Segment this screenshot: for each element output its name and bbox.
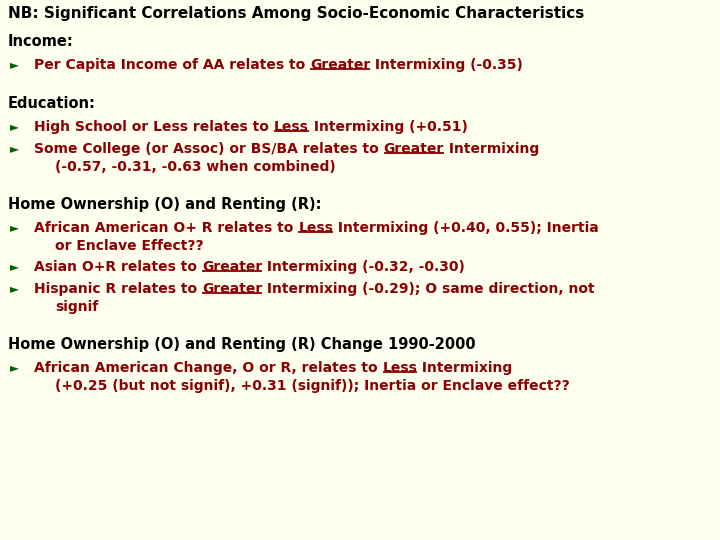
Text: ►: ► xyxy=(10,221,19,234)
Text: Greater: Greater xyxy=(310,58,370,72)
Text: African American O+ R relates to: African American O+ R relates to xyxy=(34,221,298,235)
Text: ►: ► xyxy=(10,260,19,273)
Text: Intermixing: Intermixing xyxy=(444,142,539,156)
Text: Intermixing (-0.32, -0.30): Intermixing (-0.32, -0.30) xyxy=(262,260,465,274)
Text: Greater: Greater xyxy=(202,282,262,296)
Text: or Enclave Effect??: or Enclave Effect?? xyxy=(55,239,204,253)
Text: (-0.57, -0.31, -0.63 when combined): (-0.57, -0.31, -0.63 when combined) xyxy=(55,160,336,174)
Text: African American Change, O or R, relates to: African American Change, O or R, relates… xyxy=(34,361,382,375)
Text: ►: ► xyxy=(10,120,19,133)
Text: Greater: Greater xyxy=(202,260,262,274)
Text: Asian O+R relates to: Asian O+R relates to xyxy=(34,260,202,274)
Text: NB: Significant Correlations Among Socio-Economic Characteristics: NB: Significant Correlations Among Socio… xyxy=(8,6,584,21)
Text: Home Ownership (O) and Renting (R) Change 1990-2000: Home Ownership (O) and Renting (R) Chang… xyxy=(8,337,476,352)
Text: Intermixing (-0.35): Intermixing (-0.35) xyxy=(370,58,523,72)
Text: Intermixing (+0.51): Intermixing (+0.51) xyxy=(309,120,467,134)
Text: Less: Less xyxy=(274,120,309,134)
Text: ►: ► xyxy=(10,58,19,71)
Text: Less: Less xyxy=(382,361,418,375)
Text: Hispanic R relates to: Hispanic R relates to xyxy=(34,282,202,296)
Text: Home Ownership (O) and Renting (R):: Home Ownership (O) and Renting (R): xyxy=(8,197,322,212)
Text: signif: signif xyxy=(55,300,98,314)
Text: Intermixing (-0.29); O same direction, not: Intermixing (-0.29); O same direction, n… xyxy=(262,282,595,296)
Text: Education:: Education: xyxy=(8,96,96,111)
Text: Per Capita Income of AA relates to: Per Capita Income of AA relates to xyxy=(34,58,310,72)
Text: ►: ► xyxy=(10,142,19,155)
Text: Income:: Income: xyxy=(8,34,73,49)
Text: Some College (or Assoc) or BS/BA relates to: Some College (or Assoc) or BS/BA relates… xyxy=(34,142,384,156)
Text: Greater: Greater xyxy=(384,142,444,156)
Text: Intermixing (+0.40, 0.55); Inertia: Intermixing (+0.40, 0.55); Inertia xyxy=(333,221,599,235)
Text: (+0.25 (but not signif), +0.31 (signif)); Inertia or Enclave effect??: (+0.25 (but not signif), +0.31 (signif))… xyxy=(55,379,570,393)
Text: ►: ► xyxy=(10,361,19,374)
Text: Less: Less xyxy=(298,221,333,235)
Text: High School or Less relates to: High School or Less relates to xyxy=(34,120,274,134)
Text: Intermixing: Intermixing xyxy=(418,361,513,375)
Text: ►: ► xyxy=(10,282,19,295)
